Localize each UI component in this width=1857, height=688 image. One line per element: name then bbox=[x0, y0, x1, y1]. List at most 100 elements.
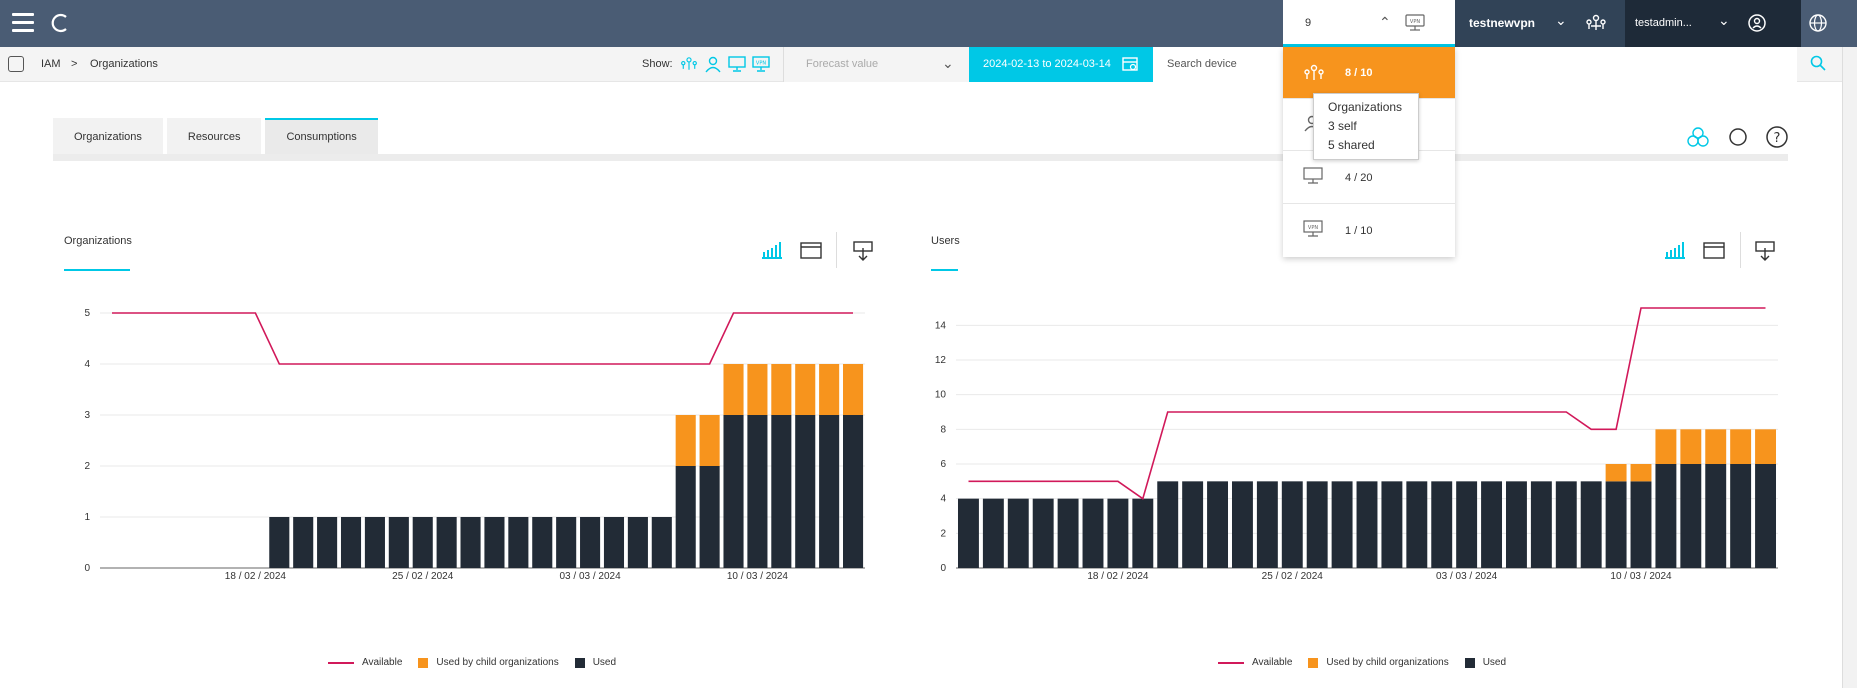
used-bar bbox=[1431, 481, 1453, 568]
menu-icon[interactable] bbox=[12, 13, 34, 33]
legend-item-child[interactable]: Used by child organizations bbox=[1308, 657, 1449, 668]
help-icon[interactable]: ? bbox=[1765, 125, 1789, 149]
user-name: testadmin... bbox=[1635, 17, 1692, 29]
bar-chart-icon[interactable] bbox=[1663, 240, 1687, 260]
dropdown-item-vpn[interactable]: VPN 1 / 10 bbox=[1283, 205, 1455, 257]
legend-item-child[interactable]: Used by child organizations bbox=[418, 657, 559, 668]
tab-consumptions[interactable]: Consumptions bbox=[265, 118, 378, 154]
table-view-icon[interactable] bbox=[1703, 240, 1725, 260]
tooltip-shared: 5 shared bbox=[1328, 138, 1375, 152]
chevron-up-icon[interactable]: ⌃ bbox=[1379, 14, 1391, 30]
resource-counter-selector[interactable]: 9 ⌃ VPN bbox=[1283, 0, 1455, 47]
used-bar bbox=[364, 517, 385, 568]
device-search-input[interactable]: Search device bbox=[1153, 47, 1797, 82]
child-bar bbox=[1755, 429, 1777, 464]
tab-divider bbox=[53, 154, 1788, 161]
legend-line-swatch bbox=[328, 661, 354, 664]
date-range-picker[interactable]: 2024-02-13 to 2024-03-14 bbox=[969, 47, 1153, 82]
tab-resources[interactable]: Resources bbox=[166, 118, 262, 154]
company-selector[interactable]: testnewvpn ⌄ bbox=[1455, 0, 1625, 47]
y-tick-label: 12 bbox=[935, 355, 947, 366]
organization-icon[interactable] bbox=[1585, 12, 1607, 34]
organization-filter-icon[interactable] bbox=[680, 55, 698, 73]
used-bar bbox=[1705, 464, 1727, 568]
used-bar bbox=[1406, 481, 1428, 568]
used-bar bbox=[1630, 481, 1652, 568]
breadcrumb-current: Organizations bbox=[90, 58, 158, 70]
used-bar bbox=[412, 517, 433, 568]
dropdown-item-organizations[interactable]: 8 / 10 bbox=[1283, 47, 1455, 99]
bar-chart-icon[interactable] bbox=[760, 240, 784, 260]
used-bar bbox=[699, 466, 720, 568]
table-view-icon[interactable] bbox=[800, 240, 822, 260]
legend-item-used[interactable]: Used bbox=[574, 657, 616, 668]
used-bar bbox=[1456, 481, 1478, 568]
breadcrumb-root[interactable]: IAM bbox=[41, 58, 61, 70]
chevron-down-icon[interactable]: ⌄ bbox=[1555, 12, 1567, 28]
chevron-down-icon[interactable]: ⌄ bbox=[942, 55, 954, 71]
used-bar bbox=[1680, 464, 1702, 568]
user-filter-icon[interactable] bbox=[704, 55, 722, 73]
child-bar bbox=[723, 364, 744, 415]
svg-text:VPN: VPN bbox=[1410, 19, 1420, 25]
legend-label: Available bbox=[1252, 657, 1293, 668]
used-bar bbox=[580, 517, 601, 568]
chevron-down-icon[interactable]: ⌄ bbox=[1718, 12, 1730, 28]
used-bar bbox=[556, 517, 577, 568]
forecast-select[interactable]: Forecast value ⌄ bbox=[783, 47, 969, 82]
globe-icon[interactable] bbox=[1808, 13, 1828, 33]
search-icon[interactable] bbox=[1810, 55, 1826, 71]
y-tick-label: 2 bbox=[940, 528, 946, 539]
vpn-filter-icon[interactable]: VPN bbox=[752, 55, 770, 73]
show-label: Show: bbox=[642, 58, 673, 70]
used-bar bbox=[317, 517, 338, 568]
child-bar bbox=[675, 415, 696, 466]
logout-icon[interactable] bbox=[1747, 13, 1767, 33]
y-tick-label: 3 bbox=[84, 410, 90, 421]
circle-icon[interactable] bbox=[1726, 125, 1750, 149]
legend-used-swatch bbox=[574, 657, 585, 668]
x-tick-label: 10 / 03 / 2024 bbox=[1610, 571, 1672, 582]
x-tick-label: 25 / 02 / 2024 bbox=[1262, 571, 1324, 582]
used-bar bbox=[723, 415, 744, 568]
y-tick-label: 1 bbox=[84, 512, 90, 523]
child-bar bbox=[819, 364, 840, 415]
used-bar bbox=[795, 415, 816, 568]
legend-item-used[interactable]: Used bbox=[1464, 657, 1506, 668]
legend-used-swatch bbox=[1464, 657, 1475, 668]
device-filter-icon[interactable] bbox=[728, 55, 746, 73]
download-icon[interactable] bbox=[1754, 240, 1776, 262]
users-chart: 0 2 4 6 8 10 12 14 18 / 02 / 2024 25 / 02 / 2024 0… bbox=[935, 307, 1778, 582]
dropdown-item-devices[interactable]: 4 / 20 bbox=[1283, 152, 1455, 204]
calendar-icon[interactable] bbox=[1122, 56, 1138, 72]
x-tick-label: 03 / 03 / 2024 bbox=[1436, 571, 1498, 582]
used-bar bbox=[1281, 481, 1303, 568]
scrollbar[interactable] bbox=[1842, 47, 1857, 688]
used-bar bbox=[675, 466, 696, 568]
download-icon[interactable] bbox=[852, 240, 874, 262]
circles-icon[interactable] bbox=[1686, 125, 1710, 149]
legend-item-available[interactable]: Available bbox=[328, 657, 402, 668]
used-bar bbox=[508, 517, 529, 568]
legend-label: Available bbox=[362, 657, 403, 668]
home-icon[interactable] bbox=[8, 56, 24, 72]
panel-title-underline bbox=[64, 269, 130, 271]
forecast-placeholder: Forecast value bbox=[806, 58, 879, 70]
y-tick-label: 6 bbox=[940, 459, 946, 470]
child-bar bbox=[1630, 464, 1652, 482]
y-tick-label: 0 bbox=[84, 563, 90, 574]
used-bar bbox=[957, 498, 979, 568]
tab-organizations[interactable]: Organizations bbox=[53, 118, 163, 154]
y-tick-label: 4 bbox=[84, 359, 90, 370]
date-range-value: 2024-02-13 to 2024-03-14 bbox=[983, 58, 1111, 70]
legend-item-available[interactable]: Available bbox=[1218, 657, 1292, 668]
legend-label: Used by child organizations bbox=[1326, 657, 1449, 668]
chart-legend: Available Used by child organizations Us… bbox=[328, 657, 632, 668]
used-bar bbox=[1107, 498, 1129, 568]
available-line bbox=[968, 307, 1766, 500]
user-menu[interactable]: testadmin... ⌄ bbox=[1625, 0, 1801, 47]
y-tick-label: 14 bbox=[935, 320, 947, 331]
used-bar bbox=[1007, 498, 1029, 568]
panel-title-users: Users bbox=[931, 235, 960, 247]
child-bar bbox=[747, 364, 768, 415]
